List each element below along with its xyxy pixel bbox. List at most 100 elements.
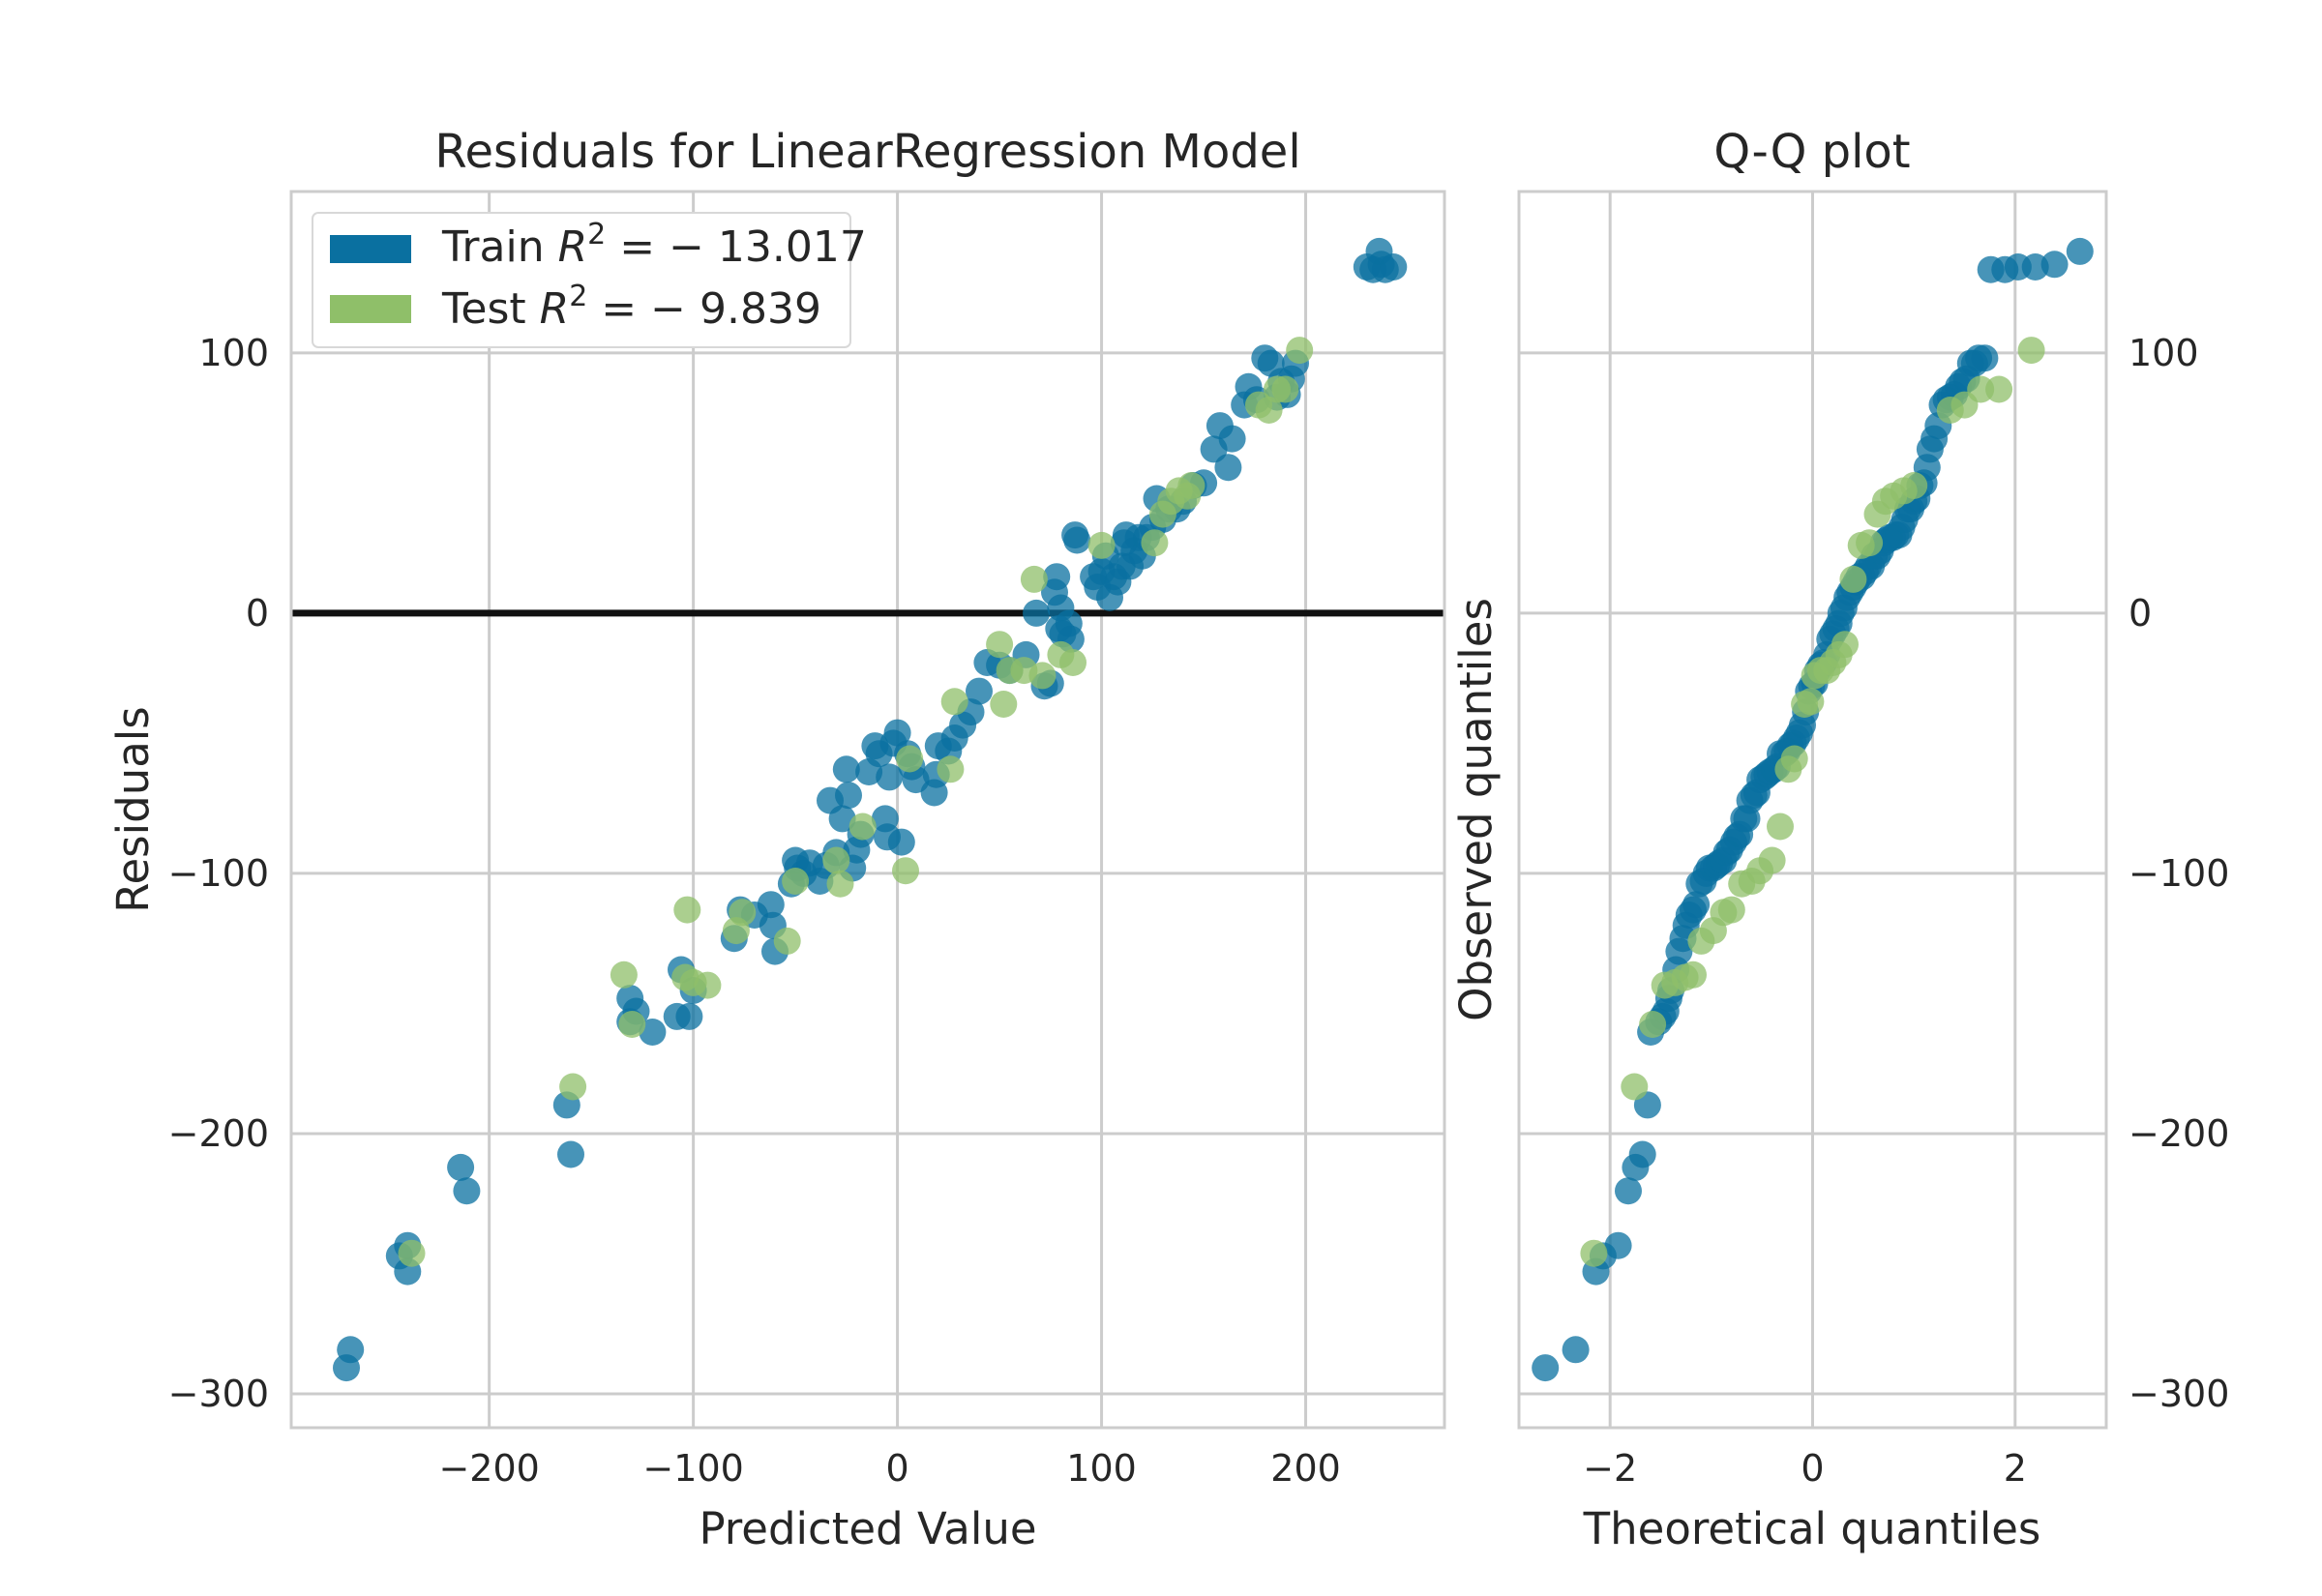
residuals-test-point xyxy=(618,1011,646,1038)
residuals-train-point xyxy=(828,805,856,833)
qq-x-tick-label: 2 xyxy=(2004,1447,2027,1490)
qq-train-point xyxy=(2066,237,2094,265)
qq-tick-labels: −2 0 2 100 0 −100 −200 −300 xyxy=(1583,332,2229,1490)
residuals-train-point xyxy=(1380,253,1408,281)
residuals-test-point xyxy=(940,688,968,716)
residuals-test-point xyxy=(1059,649,1087,676)
legend-train-sup: 2 xyxy=(587,218,606,251)
qq-train-point xyxy=(1971,344,1999,372)
residuals-test-point xyxy=(986,631,1014,659)
residuals-x-tick-label: 200 xyxy=(1270,1447,1341,1490)
residuals-train-point xyxy=(1063,526,1091,554)
residuals-train-point xyxy=(1043,563,1071,591)
residuals-train-point xyxy=(835,782,862,810)
residuals-test-point xyxy=(773,927,801,955)
qq-y-tick-label: 0 xyxy=(2128,592,2152,635)
residuals-train-point xyxy=(1214,454,1242,482)
residuals-test-point xyxy=(1177,472,1206,499)
residuals-x-tick-label: −200 xyxy=(438,1447,539,1490)
qq-train-point xyxy=(1628,1140,1656,1168)
residuals-test-point xyxy=(559,1073,587,1101)
qq-x-axis-label: Theoretical quantiles xyxy=(1583,1503,2041,1554)
residuals-test-point xyxy=(1141,529,1169,557)
legend-train-suffix: = − 13.017 xyxy=(606,222,867,272)
qq-test-point xyxy=(1621,1073,1649,1101)
qq-train-point xyxy=(1562,1336,1590,1364)
qq-test-point xyxy=(1767,813,1794,841)
qq-train-point xyxy=(2040,251,2069,279)
qq-test-point xyxy=(1780,745,1808,773)
qq-train-point xyxy=(1604,1231,1632,1259)
qq-test-point xyxy=(2017,337,2045,365)
residuals-test-point xyxy=(1286,337,1314,365)
qq-train-point xyxy=(1682,891,1711,919)
residuals-plot: −200 −100 0 100 200 100 0 −100 −200 −300 Residual… xyxy=(107,125,1446,1554)
residuals-x-tick-label: 0 xyxy=(885,1447,908,1490)
residuals-train-point xyxy=(887,828,915,856)
residuals-train-point xyxy=(675,1002,703,1030)
residuals-train-point xyxy=(876,763,904,791)
residuals-test-point xyxy=(990,691,1018,718)
residuals-plot-frame xyxy=(289,190,1446,1430)
residuals-test-point xyxy=(782,868,810,895)
residuals-x-tick-label: −100 xyxy=(642,1447,743,1490)
residuals-test-point xyxy=(848,813,877,841)
legend: Train R2 = − 13.017 Test R2 = − 9.839 xyxy=(312,212,867,348)
qq-x-tick-label: 0 xyxy=(1801,1447,1824,1490)
qq-test-point xyxy=(1985,375,2013,403)
legend-entry-test: Test R2 = − 9.839 xyxy=(441,280,821,334)
legend-test-suffix: = − 9.839 xyxy=(587,284,821,334)
qq-test-point xyxy=(1900,472,1928,499)
qq-test-point xyxy=(1856,529,1884,557)
residuals-train-point xyxy=(883,719,911,747)
residuals-test-point xyxy=(1271,375,1299,403)
residuals-test-point xyxy=(892,857,919,885)
residuals-train-point xyxy=(1218,425,1246,453)
qq-train-point xyxy=(1615,1177,1642,1205)
residuals-test-point xyxy=(694,971,722,999)
qq-plot-frame xyxy=(1517,190,2108,1430)
residuals-train-point xyxy=(1023,599,1051,627)
residuals-test-point xyxy=(1020,565,1048,593)
qq-test-point xyxy=(1831,631,1859,659)
legend-swatch-test xyxy=(330,295,411,323)
residuals-y-tick-label: −300 xyxy=(168,1373,269,1415)
residuals-test-point xyxy=(826,870,854,898)
legend-train-r: R xyxy=(558,222,588,272)
qq-train-point xyxy=(1532,1354,1560,1382)
qq-y-tick-label: −300 xyxy=(2128,1373,2229,1415)
residuals-test-point xyxy=(937,755,965,783)
residuals-test-point xyxy=(1087,531,1116,559)
residuals-y-tick-label: 0 xyxy=(246,592,269,635)
residuals-train-point xyxy=(966,677,993,705)
legend-frame xyxy=(312,212,851,348)
residuals-test-point xyxy=(1028,662,1057,690)
qq-test-point xyxy=(1797,688,1825,716)
residuals-x-axis-label: Predicted Value xyxy=(699,1503,1036,1554)
residuals-y-tick-label: 100 xyxy=(198,332,269,374)
residuals-train-point xyxy=(832,755,860,783)
residuals-train-point xyxy=(337,1336,365,1364)
qq-y-tick-label: 100 xyxy=(2128,332,2199,374)
residuals-y-tick-label: −100 xyxy=(168,852,269,895)
qq-test-point xyxy=(1639,1011,1667,1038)
residuals-test-point xyxy=(729,899,757,927)
qq-y-tick-label: −100 xyxy=(2128,852,2229,895)
legend-swatch-train xyxy=(330,235,411,263)
qq-test-point xyxy=(1717,896,1745,924)
legend-train-prefix: Train xyxy=(441,222,558,272)
residuals-test-point xyxy=(896,745,924,773)
residuals-train-point xyxy=(757,891,785,919)
legend-test-r: R xyxy=(540,284,570,334)
qq-points xyxy=(1532,237,2094,1382)
qq-test-point xyxy=(1680,961,1707,989)
residuals-plot-title: Residuals for LinearRegression Model xyxy=(434,125,1300,179)
residuals-tick-labels: −200 −100 0 100 200 100 0 −100 −200 −300 xyxy=(168,332,1341,1490)
qq-test-point xyxy=(1839,565,1867,593)
qq-test-point xyxy=(1580,1239,1608,1267)
residuals-train-point xyxy=(447,1153,475,1181)
qq-plot-title: Q-Q plot xyxy=(1713,125,1910,179)
residuals-points xyxy=(333,237,1408,1382)
residuals-train-point xyxy=(453,1177,481,1205)
